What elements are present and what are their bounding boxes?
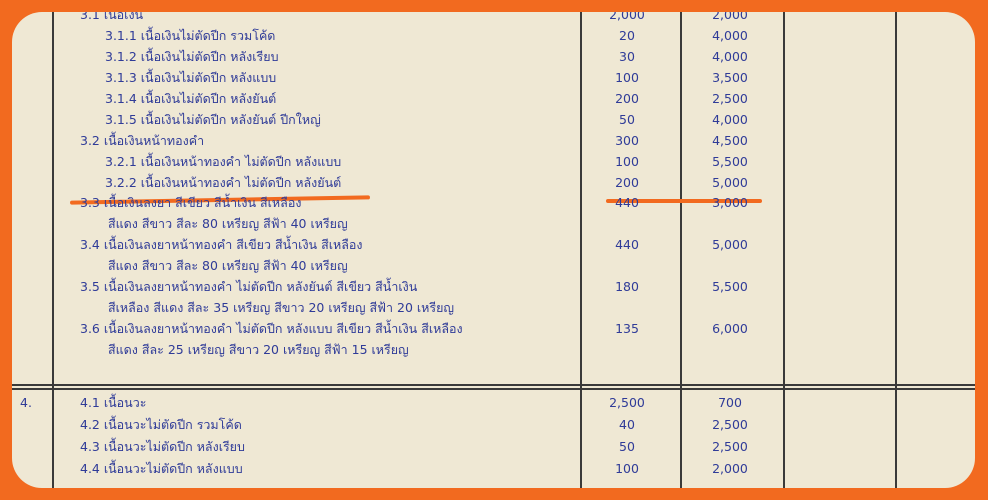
- column-line: [52, 12, 54, 488]
- column-line: [680, 12, 682, 488]
- quantity: 180: [615, 279, 639, 295]
- item-text: 4.2 เนื้อนวะไม่ตัดปีก รวมโค้ด: [80, 417, 242, 432]
- quantity: 440: [615, 237, 639, 253]
- price: 4,000: [712, 111, 748, 127]
- quantity: 2,500: [609, 395, 645, 410]
- item-text: 3.1.3 เนื้อเงินไม่ตัดปีก หลังแบบ: [105, 69, 277, 85]
- quantity: 200: [615, 90, 639, 106]
- item-text: สีแดง สีขาว สีละ 80 เหรียญ สีฟ้า 40 เหรี…: [108, 258, 348, 274]
- price: 2,500: [712, 90, 748, 106]
- row-separator: [12, 388, 975, 390]
- item-text: 4.3 เนื้อนวะไม่ตัดปีก หลังเรียบ: [80, 439, 245, 454]
- price: 5,000: [712, 237, 748, 253]
- column-line: [783, 12, 785, 488]
- item-text: 3.1.2 เนื้อเงินไม่ตัดปีก หลังเรียบ: [105, 48, 279, 64]
- quantity: 50: [619, 111, 635, 127]
- item-text: สีแดง สีขาว สีละ 80 เหรียญ สีฟ้า 40 เหรี…: [108, 216, 348, 232]
- price: 2,000: [712, 12, 748, 22]
- quantity: 50: [619, 439, 635, 454]
- section-number: 4.: [20, 395, 32, 410]
- item-text: 3.1.1 เนื้อเงินไม่ตัดปีก รวมโค้ด: [105, 27, 276, 43]
- price: 2,500: [712, 417, 748, 432]
- price: 4,500: [712, 132, 748, 148]
- document-page: 3.1 เนื้อเงิน 2,000 2,000 3.1.1 เนื้อเงินไม…: [12, 12, 975, 488]
- price: 2,000: [712, 461, 748, 476]
- item-text: 3.1.5 เนื้อเงินไม่ตัดปีก หลังยันต์ ปีกให…: [105, 111, 321, 127]
- item-text: 3.5 เนื้อเงินลงยาหน้าทองคำ ไม่ตัดปีก หลั…: [80, 279, 418, 295]
- price: 5,500: [712, 279, 748, 295]
- quantity: 100: [615, 461, 639, 476]
- price: 6,000: [712, 321, 748, 337]
- column-line: [580, 12, 582, 488]
- price: 3,500: [712, 69, 748, 85]
- price: 4,000: [712, 27, 748, 43]
- quantity: 440: [615, 195, 639, 211]
- price: 4,000: [712, 48, 748, 64]
- quantity: 30: [619, 48, 635, 64]
- item-text: 3.3 เนื้อเงินลงยา สีเขียว สีน้ำเงิน สีเห…: [80, 195, 302, 211]
- quantity: 100: [615, 69, 639, 85]
- price: 700: [718, 395, 742, 410]
- item-text: 4.4 เนื้อนวะไม่ตัดปีก หลังแบบ: [80, 461, 243, 476]
- item-text: สีแดง สีละ 25 เหรียญ สีขาว 20 เหรียญ สีฟ…: [108, 342, 409, 358]
- price: 3,000: [712, 195, 748, 211]
- quantity: 2,000: [609, 12, 645, 22]
- row-separator: [12, 384, 975, 386]
- quantity: 300: [615, 132, 639, 148]
- item-text: 3.2.1 เนื้อเงินหน้าทองคำ ไม่ตัดปีก หลังแ…: [105, 153, 342, 169]
- item-text: 3.1.4 เนื้อเงินไม่ตัดปีก หลังยันต์: [105, 90, 277, 106]
- highlight-underline: [606, 199, 762, 203]
- item-text: 3.6 เนื้อเงินลงยาหน้าทองคำ ไม่ตัดปีก หลั…: [80, 321, 463, 337]
- item-text: 3.4 เนื้อเงินลงยาหน้าทองคำ สีเขียว สีน้ำ…: [80, 237, 363, 253]
- quantity: 20: [619, 27, 635, 43]
- item-text: สีเหลือง สีแดง สีละ 35 เหรียญ สีขาว 20 เ…: [108, 300, 455, 316]
- quantity: 200: [615, 174, 639, 190]
- item-text: 4.1 เนื้อนวะ: [80, 395, 147, 410]
- price: 2,500: [712, 439, 748, 454]
- quantity: 100: [615, 153, 639, 169]
- item-text: 3.2.2 เนื้อเงินหน้าทองคำ ไม่ตัดปีก หลังย…: [105, 174, 342, 190]
- item-text: 3.1 เนื้อเงิน: [80, 12, 144, 22]
- quantity: 40: [619, 417, 635, 432]
- price: 5,500: [712, 153, 748, 169]
- quantity: 135: [615, 321, 639, 337]
- price: 5,000: [712, 174, 748, 190]
- item-text: 3.2 เนื้อเงินหน้าทองคำ: [80, 132, 205, 148]
- column-line: [895, 12, 897, 488]
